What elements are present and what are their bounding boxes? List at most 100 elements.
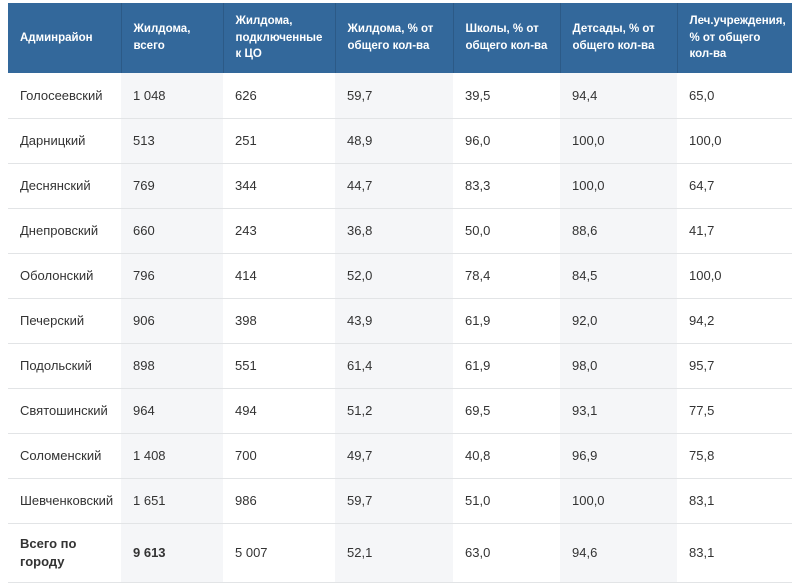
- value-cell: 77,5: [677, 388, 792, 434]
- table-row-9: Шевченковский 1 651 986 59,7 51,0 100,0 83,1: [8, 478, 792, 524]
- value-cell: 100,0: [560, 478, 677, 524]
- value-cell: 100,0: [560, 118, 677, 164]
- value-cell: 94,4: [560, 73, 677, 119]
- value-cell: 1 048: [121, 73, 223, 119]
- value-cell: 251: [223, 118, 335, 164]
- column-header-6: Леч.учреждения, % от общего кол-ва: [676, 3, 792, 74]
- value-cell: 398: [223, 298, 335, 344]
- district-cell: Деснянский: [8, 163, 121, 209]
- total-row: Всего по городу 9 613 5 007 52,1 63,0 94,6 83,…: [8, 523, 792, 583]
- value-cell: 93,1: [560, 388, 677, 434]
- district-cell: Днепровский: [8, 208, 121, 254]
- value-cell: 39,5: [453, 73, 560, 119]
- value-cell: 59,7: [335, 478, 453, 524]
- value-cell: 50,0: [453, 208, 560, 254]
- value-cell: 100,0: [560, 163, 677, 209]
- table-row-1: Дарницкий 513 251 48,9 96,0 100,0 100,0: [8, 118, 792, 164]
- value-cell: 92,0: [560, 298, 677, 344]
- value-cell: 63,0: [453, 523, 560, 583]
- table-row-8: Соломенский 1 408 700 49,7 40,8 96,9 75,8: [8, 433, 792, 479]
- value-cell: 1 651: [121, 478, 223, 524]
- value-cell: 5 007: [223, 523, 335, 583]
- table-row-3: Днепровский 660 243 36,8 50,0 88,6 41,7: [8, 208, 792, 254]
- value-cell: 83,1: [677, 478, 792, 524]
- value-cell: 61,4: [335, 343, 453, 389]
- value-cell: 986: [223, 478, 335, 524]
- value-cell: 43,9: [335, 298, 453, 344]
- table-row-0: Голосеевский 1 048 626 59,7 39,5 94,4 65,0: [8, 73, 792, 119]
- district-cell: Оболонский: [8, 253, 121, 299]
- district-cell: Печерский: [8, 298, 121, 344]
- table-row-4: Оболонский 796 414 52,0 78,4 84,5 100,0: [8, 253, 792, 299]
- value-cell: 61,9: [453, 343, 560, 389]
- table-body: Голосеевский 1 048 626 59,7 39,5 94,4 65,0 Дарн…: [8, 73, 792, 583]
- table-row-7: Святошинский 964 494 51,2 69,5 93,1 77,5: [8, 388, 792, 434]
- value-cell: 551: [223, 343, 335, 389]
- district-cell: Святошинский: [8, 388, 121, 434]
- table-header: Админрайон Жилдома, всего Жилдома, подключ…: [8, 3, 792, 74]
- districts-heating-table: Админрайон Жилдома, всего Жилдома, подключ…: [8, 3, 792, 583]
- district-cell: Подольский: [8, 343, 121, 389]
- value-cell: 78,4: [453, 253, 560, 299]
- value-cell: 700: [223, 433, 335, 479]
- column-header-5: Детсады, % от общего кол-ва: [559, 3, 677, 74]
- column-header-2: Жилдома, подключенные к ЦО: [222, 3, 335, 74]
- value-cell: 64,7: [677, 163, 792, 209]
- value-cell: 898: [121, 343, 223, 389]
- value-cell: 964: [121, 388, 223, 434]
- value-cell: 49,7: [335, 433, 453, 479]
- value-cell: 96,0: [453, 118, 560, 164]
- value-cell: 906: [121, 298, 223, 344]
- header-row: Админрайон Жилдома, всего Жилдома, подключ…: [8, 3, 792, 74]
- value-cell: 59,7: [335, 73, 453, 119]
- value-cell: 626: [223, 73, 335, 119]
- value-cell: 100,0: [677, 118, 792, 164]
- value-cell: 243: [223, 208, 335, 254]
- table-row-5: Печерский 906 398 43,9 61,9 92,0 94,2: [8, 298, 792, 344]
- value-cell: 83,3: [453, 163, 560, 209]
- value-cell: 660: [121, 208, 223, 254]
- value-cell: 36,8: [335, 208, 453, 254]
- district-cell: Дарницкий: [8, 118, 121, 164]
- value-cell: 52,1: [335, 523, 453, 583]
- column-header-1: Жилдома, всего: [120, 3, 223, 74]
- district-cell: Шевченковский: [8, 478, 121, 524]
- column-header-0: Админрайон: [8, 3, 121, 74]
- value-cell: 9 613: [121, 523, 223, 583]
- district-cell: Соломенский: [8, 433, 121, 479]
- value-cell: 98,0: [560, 343, 677, 389]
- value-cell: 84,5: [560, 253, 677, 299]
- value-cell: 52,0: [335, 253, 453, 299]
- value-cell: 69,5: [453, 388, 560, 434]
- value-cell: 51,2: [335, 388, 453, 434]
- value-cell: 61,9: [453, 298, 560, 344]
- value-cell: 94,2: [677, 298, 792, 344]
- value-cell: 94,6: [560, 523, 677, 583]
- district-cell: Всего по городу: [8, 523, 121, 583]
- value-cell: 494: [223, 388, 335, 434]
- value-cell: 65,0: [677, 73, 792, 119]
- value-cell: 1 408: [121, 433, 223, 479]
- value-cell: 48,9: [335, 118, 453, 164]
- value-cell: 100,0: [677, 253, 792, 299]
- value-cell: 769: [121, 163, 223, 209]
- value-cell: 83,1: [677, 523, 792, 583]
- table-row-6: Подольский 898 551 61,4 61,9 98,0 95,7: [8, 343, 792, 389]
- value-cell: 414: [223, 253, 335, 299]
- value-cell: 51,0: [453, 478, 560, 524]
- column-header-4: Школы, % от общего кол-ва: [452, 3, 560, 74]
- value-cell: 344: [223, 163, 335, 209]
- value-cell: 75,8: [677, 433, 792, 479]
- value-cell: 96,9: [560, 433, 677, 479]
- value-cell: 513: [121, 118, 223, 164]
- value-cell: 44,7: [335, 163, 453, 209]
- table-row-2: Деснянский 769 344 44,7 83,3 100,0 64,7: [8, 163, 792, 209]
- value-cell: 40,8: [453, 433, 560, 479]
- value-cell: 95,7: [677, 343, 792, 389]
- district-cell: Голосеевский: [8, 73, 121, 119]
- value-cell: 41,7: [677, 208, 792, 254]
- value-cell: 796: [121, 253, 223, 299]
- column-header-3: Жилдома, % от общего кол-ва: [334, 3, 453, 74]
- value-cell: 88,6: [560, 208, 677, 254]
